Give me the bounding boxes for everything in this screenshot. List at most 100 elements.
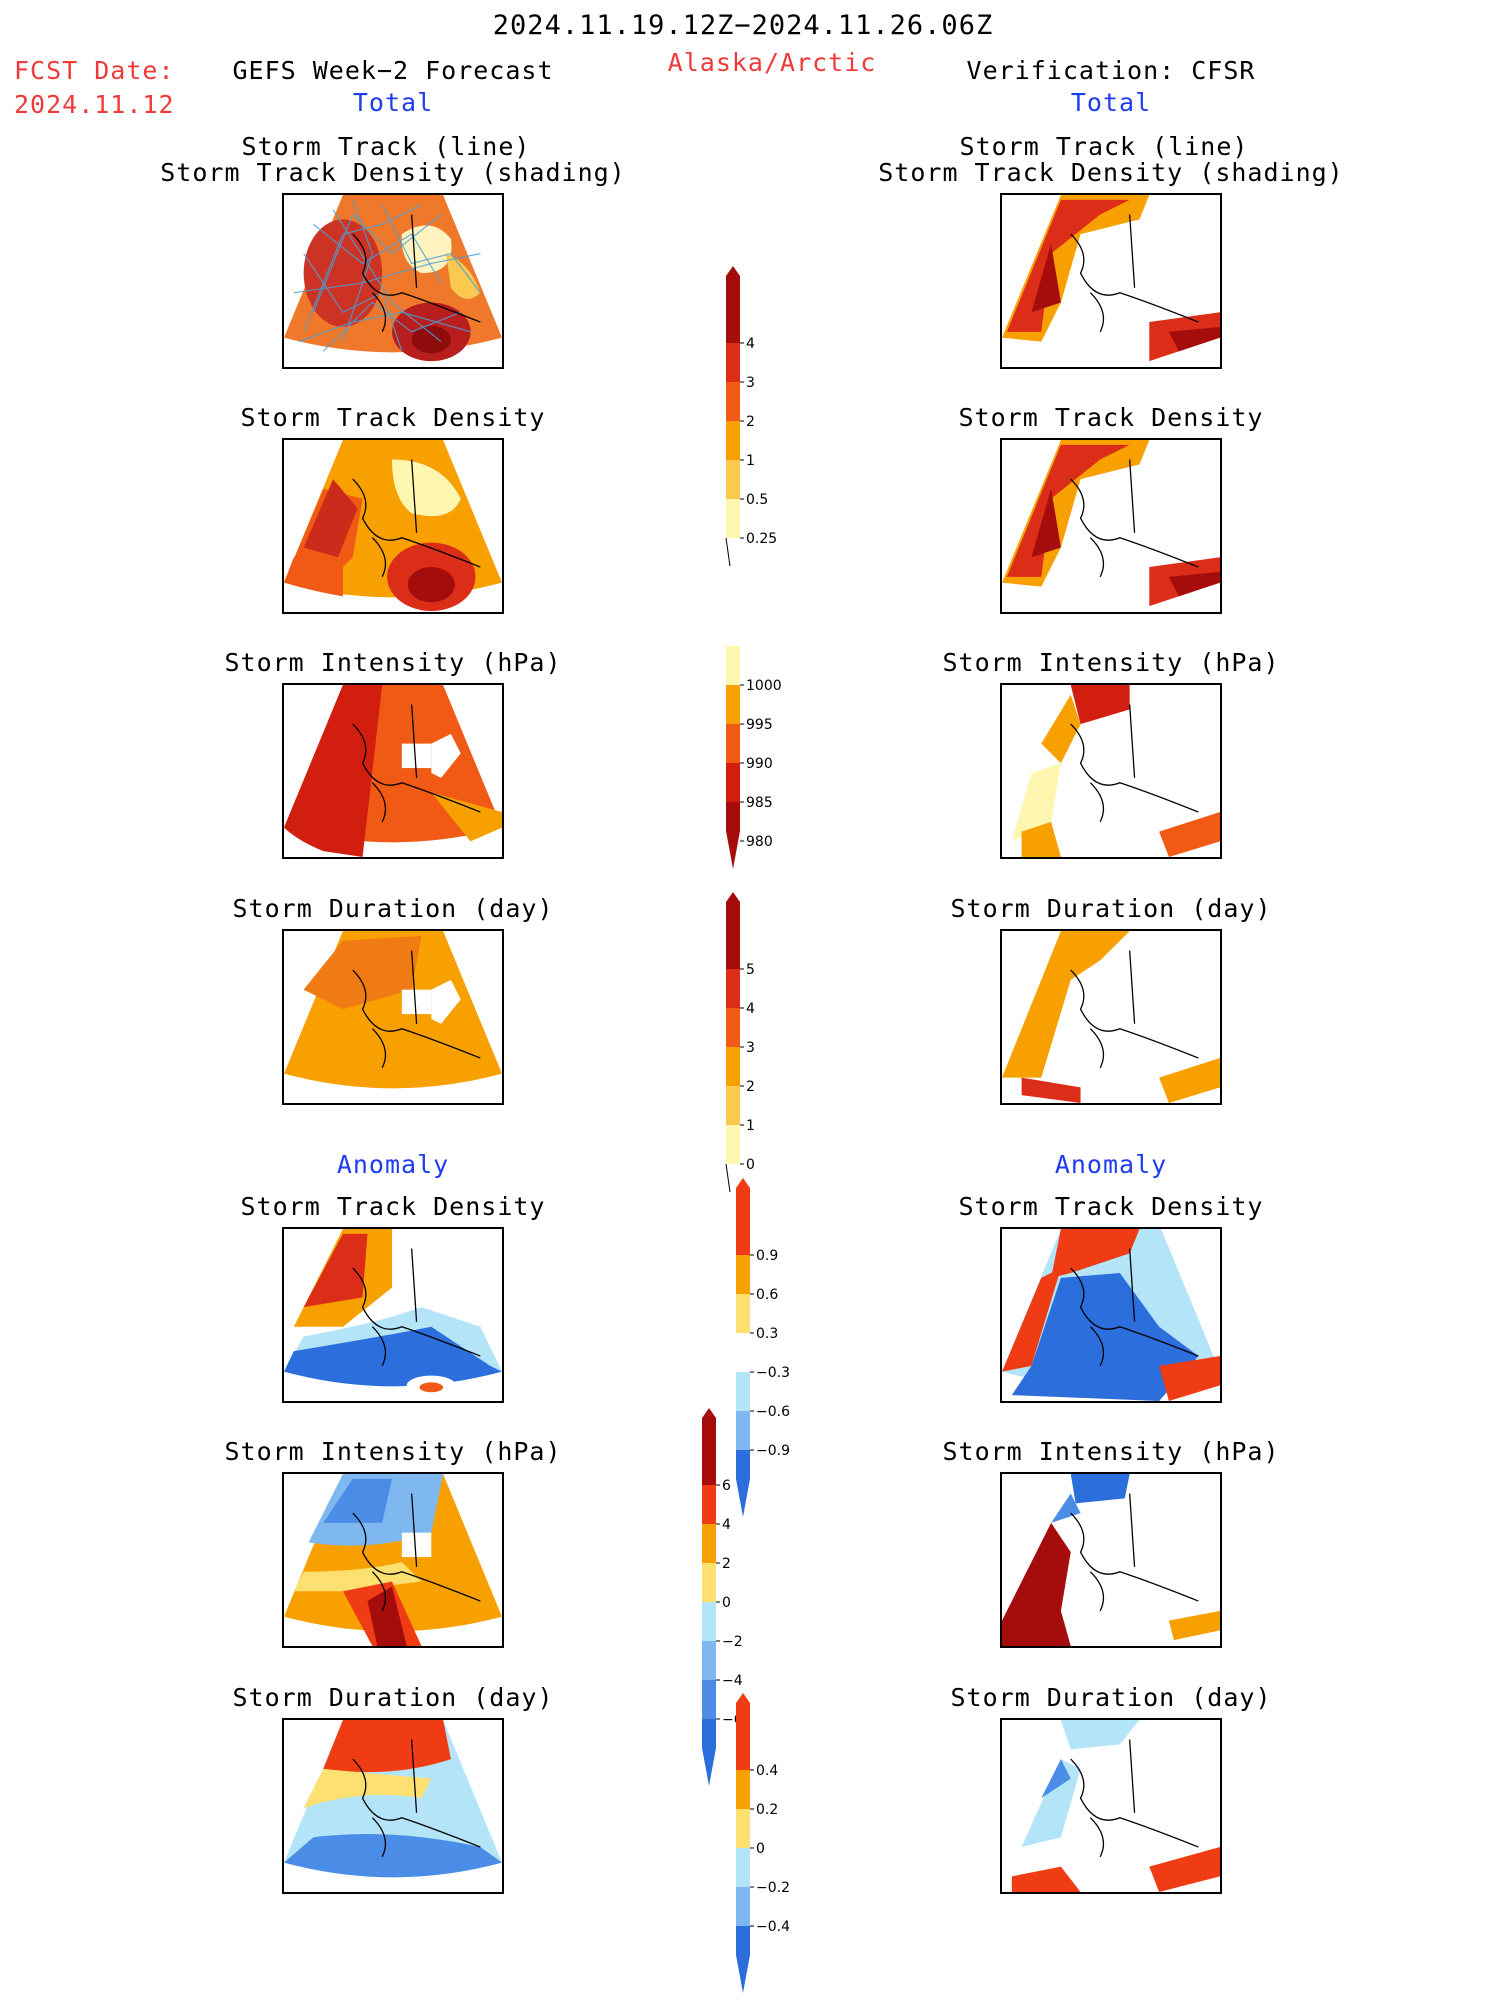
colorbar-tick-label: 2 bbox=[746, 414, 755, 430]
colorbar-cell bbox=[736, 1178, 750, 1255]
colorbar-cell bbox=[702, 1641, 716, 1680]
colorbar-cell bbox=[736, 1693, 750, 1770]
colorbar-cell bbox=[702, 1524, 716, 1563]
colorbar-tick-label: 980 bbox=[746, 834, 773, 850]
colorbar-tick-label: 990 bbox=[746, 756, 773, 772]
title-duration-right: Storm Duration (day) bbox=[950, 894, 1272, 923]
colorbar-cell bbox=[726, 266, 740, 343]
title-intensity-right: Storm Intensity (hPa) bbox=[942, 648, 1280, 677]
colorbar-cell bbox=[702, 1719, 716, 1786]
left-anomaly-label: Anomaly bbox=[336, 1150, 450, 1179]
colorbar-tick-label: 0.25 bbox=[746, 531, 777, 547]
colorbar-tick-label: 3 bbox=[746, 375, 755, 391]
colorbar-cell bbox=[726, 802, 740, 869]
map-gefs-track-total bbox=[282, 193, 504, 369]
colorbar-intensity-anom: 6 4 2 0 −2 −4 −6 bbox=[700, 1408, 770, 1796]
map-gefs-intensity-anom bbox=[282, 1472, 504, 1648]
colorbar-svg: 0.4 0.2 0 −0.2 −0.4 bbox=[736, 1693, 790, 1993]
colorbar-tick-label: 995 bbox=[746, 717, 773, 733]
colorbar-cell bbox=[736, 1887, 750, 1926]
title-track-line-left: Storm Track (line) bbox=[241, 132, 531, 161]
colorbar-intensity-total: 1000 995 990 985 980 bbox=[724, 646, 794, 879]
colorbar-cell bbox=[736, 1848, 750, 1887]
colorbar-tick-label: −0.4 bbox=[756, 1919, 790, 1935]
title-duration-anom-right: Storm Duration (day) bbox=[950, 1683, 1272, 1712]
colorbar-cell bbox=[726, 499, 740, 538]
title-density-right: Storm Track Density bbox=[958, 403, 1264, 432]
colorbar-tail bbox=[725, 537, 731, 567]
colorbar-tick-label: 2 bbox=[722, 1556, 731, 1572]
colorbar-cell bbox=[736, 1809, 750, 1848]
title-intensity-left: Storm Intensity (hPa) bbox=[224, 648, 562, 677]
map-gefs-duration-anom bbox=[282, 1718, 504, 1894]
colorbar-cell bbox=[726, 1008, 740, 1047]
colorbar-cell bbox=[736, 1255, 750, 1294]
title-density-anom-right: Storm Track Density bbox=[958, 1192, 1264, 1221]
colorbar-tick-label: −0.6 bbox=[756, 1404, 790, 1420]
colorbar-svg: 4 3 2 1 0.5 0.25 bbox=[725, 266, 777, 567]
colorbar-tick-label: 0 bbox=[722, 1595, 731, 1611]
map-gefs-duration-total bbox=[282, 929, 504, 1105]
colorbar-cell bbox=[726, 421, 740, 460]
colorbar-cell bbox=[736, 1372, 750, 1411]
colorbar-cell bbox=[726, 892, 740, 969]
colorbar-density-anom: 0.9 0.6 0.3 −0.3 −0.6 −0.9 bbox=[734, 1178, 804, 1527]
colorbar-cell bbox=[702, 1485, 716, 1524]
colorbar-tick-label: −0.9 bbox=[756, 1443, 790, 1459]
colorbar-svg: 0.9 0.6 0.3 −0.3 −0.6 −0.9 bbox=[736, 1178, 790, 1517]
colorbar-tick-label: −4 bbox=[722, 1673, 743, 1689]
colorbar-tick-label: 4 bbox=[746, 1001, 755, 1017]
title-intensity-anom-right: Storm Intensity (hPa) bbox=[942, 1437, 1280, 1466]
colorbar-cell bbox=[702, 1408, 716, 1485]
colorbar-tick-label: 0.4 bbox=[756, 1763, 778, 1779]
title-density-anom-left: Storm Track Density bbox=[240, 1192, 546, 1221]
map-cfsr-track-total bbox=[1000, 193, 1222, 369]
colorbar-cell bbox=[726, 724, 740, 763]
colorbar-svg: 1000 995 990 985 980 bbox=[726, 646, 782, 869]
colorbar-tail bbox=[725, 1163, 731, 1193]
title-density-left: Storm Track Density bbox=[240, 403, 546, 432]
colorbar-tick-label: 2 bbox=[746, 1079, 755, 1095]
colorbar-cell bbox=[726, 646, 740, 685]
right-anomaly-label: Anomaly bbox=[1054, 1150, 1168, 1179]
colorbar-cell bbox=[702, 1563, 716, 1602]
colorbar-tick-label: 985 bbox=[746, 795, 773, 811]
map-cfsr-density-total bbox=[1000, 438, 1222, 614]
right-total-label: Total bbox=[1070, 88, 1152, 117]
colorbar-tick-label: 1 bbox=[746, 1118, 755, 1134]
map-cfsr-density-anom bbox=[1000, 1227, 1222, 1403]
map-gefs-density-total bbox=[282, 438, 504, 614]
title-track-shading-left: Storm Track Density (shading) bbox=[160, 158, 626, 187]
title-track-shading-right: Storm Track Density (shading) bbox=[878, 158, 1344, 187]
colorbar-cell bbox=[726, 763, 740, 802]
colorbar-tick-label: 0.5 bbox=[746, 492, 768, 508]
colorbar-cell bbox=[702, 1680, 716, 1719]
colorbar-cell bbox=[736, 1450, 750, 1517]
colorbar-cell bbox=[726, 460, 740, 499]
colorbar-tick-label: 1000 bbox=[746, 678, 782, 694]
colorbar-tick-label: 0.6 bbox=[756, 1287, 778, 1303]
map-cfsr-intensity-anom bbox=[1000, 1472, 1222, 1648]
left-column-title: GEFS Week−2 Forecast bbox=[232, 56, 554, 85]
colorbar-tick-label: 6 bbox=[722, 1478, 731, 1494]
period-title: 2024.11.19.12Z−2024.11.26.06Z bbox=[492, 10, 994, 41]
colorbar-cell bbox=[726, 685, 740, 724]
colorbar-tick-label: 5 bbox=[746, 962, 755, 978]
colorbar-cell bbox=[726, 1047, 740, 1086]
colorbar-tick-label: 4 bbox=[722, 1517, 731, 1533]
map-cfsr-duration-total bbox=[1000, 929, 1222, 1105]
map-gefs-intensity-total bbox=[282, 683, 504, 859]
title-duration-anom-left: Storm Duration (day) bbox=[232, 1683, 554, 1712]
colorbar-cell bbox=[702, 1602, 716, 1641]
colorbar-cell bbox=[736, 1926, 750, 1993]
colorbar-tick-label: 3 bbox=[746, 1040, 755, 1056]
title-track-line-right: Storm Track (line) bbox=[959, 132, 1249, 161]
colorbar-cell bbox=[726, 969, 740, 1008]
colorbar-cell bbox=[736, 1333, 750, 1372]
map-cfsr-duration-anom bbox=[1000, 1718, 1222, 1894]
map-cfsr-intensity-total bbox=[1000, 683, 1222, 859]
colorbar-cell bbox=[726, 382, 740, 421]
colorbar-cell bbox=[736, 1770, 750, 1809]
colorbar-cell bbox=[736, 1411, 750, 1450]
region-title: Alaska/Arctic bbox=[667, 48, 877, 77]
